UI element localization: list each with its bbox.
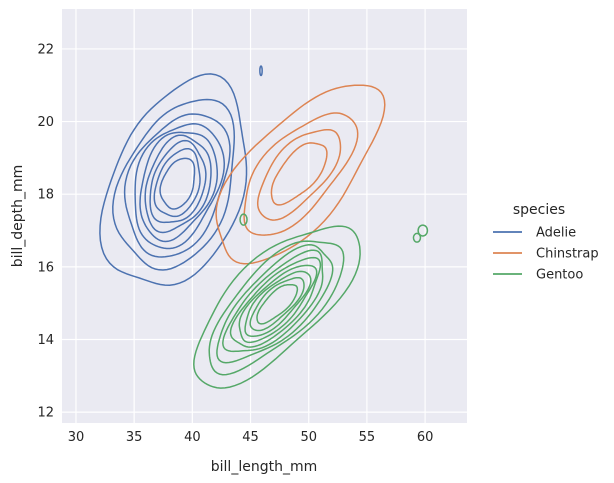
legend-label: Chinstrap — [536, 247, 599, 262]
x-tick-label: 45 — [242, 430, 259, 445]
x-tick-labels: 30 35 40 45 50 55 60 — [68, 430, 434, 445]
contour-line — [153, 147, 201, 218]
contour-line — [112, 98, 236, 271]
contour-line — [256, 284, 299, 325]
contour-island — [239, 213, 248, 226]
y-tick-label: 14 — [37, 333, 54, 348]
contour-line — [139, 131, 219, 243]
contour-line — [249, 276, 305, 332]
contour-line — [229, 256, 322, 348]
y-tick-label: 20 — [37, 115, 54, 130]
contour-series-chinstrap — [215, 84, 386, 265]
contour-line — [244, 270, 312, 337]
legend: species Adelie Chinstrap Gentoo — [493, 202, 599, 283]
contour-layer — [99, 65, 429, 389]
contour-line — [193, 225, 361, 389]
contour-line — [99, 73, 248, 286]
y-tick-label: 22 — [37, 42, 54, 57]
y-tick-label: 16 — [37, 260, 54, 275]
contour-island — [412, 232, 422, 243]
contour-line — [134, 123, 226, 250]
contour-line — [208, 240, 345, 376]
contour-line — [159, 157, 196, 210]
contour-line — [149, 139, 207, 224]
legend-label: Gentoo — [536, 268, 583, 283]
contour-island — [259, 65, 263, 77]
contour-line — [256, 128, 342, 221]
legend-label: Adelie — [536, 226, 576, 241]
x-tick-label: 60 — [417, 430, 434, 445]
x-tick-label: 40 — [184, 430, 201, 445]
contour-line — [144, 134, 212, 234]
y-tick-label: 18 — [37, 188, 54, 203]
contour-series-adelie — [99, 65, 263, 286]
contour-line — [270, 142, 328, 206]
y-tick-labels: 12 14 16 18 20 22 — [37, 42, 54, 420]
contour-island — [417, 224, 429, 237]
x-tick-label: 35 — [126, 430, 143, 445]
contour-line — [216, 244, 334, 364]
contour-line — [243, 112, 359, 236]
legend-title: species — [513, 202, 565, 218]
y-tick-label: 12 — [37, 406, 54, 421]
x-tick-label: 30 — [68, 430, 85, 445]
contour-line — [215, 84, 386, 265]
x-axis-label: bill_length_mm — [211, 459, 317, 475]
contour-series-gentoo — [193, 213, 429, 389]
x-tick-label: 50 — [300, 430, 317, 445]
x-tick-label: 55 — [359, 430, 376, 445]
contour-line — [238, 264, 318, 344]
contour-line — [222, 249, 324, 353]
y-axis-label: bill_depth_mm — [10, 165, 26, 268]
